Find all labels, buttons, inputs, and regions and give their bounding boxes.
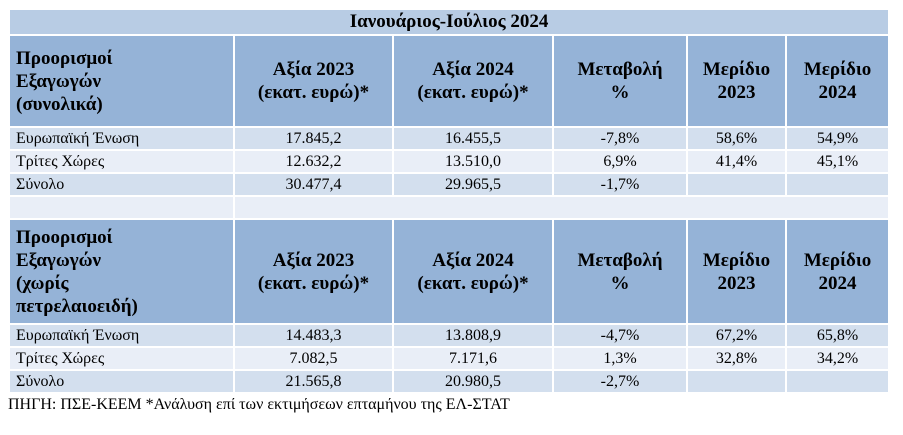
header-cell: Μερίδιο 2024: [784, 34, 891, 128]
header-cell: Μερίδιο 2023: [686, 218, 787, 325]
spacer-row: [8, 195, 891, 220]
row-label: Ευρωπαϊκή Ένωση: [8, 126, 235, 151]
spacer-cell: [8, 195, 235, 220]
data-cell: 7.171,6: [392, 346, 554, 371]
row-label: Τρίτες Χώρες: [8, 149, 235, 174]
data-cell: 65,8%: [784, 323, 891, 348]
table-title: Ιανουάριος-Ιούλιος 2024: [7, 8, 891, 36]
data-row: Ευρωπαϊκή Ένωση 14.483,3 13.808,9 -4,7% 67,2…: [8, 323, 891, 348]
header-cell: Προορισμοί Εξαγωγών (συνολικά): [8, 34, 235, 128]
data-row: Σύνολο 21.565,8 20.980,5 -2,7%: [8, 369, 891, 394]
data-cell: [686, 172, 787, 197]
title-row: Ιανουάριος-Ιούλιος 2024: [7, 8, 891, 36]
data-cell: 67,2%: [686, 323, 787, 348]
data-cell: [784, 369, 891, 394]
page: Ιανουάριος-Ιούλιος 2024 Προορισμοί Εξαγω…: [7, 8, 891, 414]
data-cell: -4,7%: [552, 323, 688, 348]
data-cell: 17.845,2: [233, 126, 394, 151]
export-table: Ιανουάριος-Ιούλιος 2024 Προορισμοί Εξαγω…: [7, 8, 891, 394]
data-cell: 12.632,2: [233, 149, 394, 174]
data-cell: 58,6%: [686, 126, 787, 151]
data-cell: 20.980,5: [392, 369, 554, 394]
spacer-cell: [232, 195, 891, 220]
row-label: Σύνολο: [8, 369, 235, 394]
header-cell: Προορισμοί Εξαγωγών (χωρίς πετρελαιοειδή…: [8, 218, 235, 325]
data-row: Τρίτες Χώρες 12.632,2 13.510,0 6,9% 41,4% 45,…: [8, 149, 891, 174]
header-cell: Μεταβολή %: [552, 34, 688, 128]
row-label: Σύνολο: [8, 172, 235, 197]
header-cell: Αξία 2023 (εκατ. ευρώ)*: [233, 218, 394, 325]
data-cell: 45,1%: [784, 149, 891, 174]
data-cell: 13.808,9: [392, 323, 554, 348]
header-cell: Αξία 2023 (εκατ. ευρώ)*: [233, 34, 394, 128]
header-row: Προορισμοί Εξαγωγών (χωρίς πετρελαιοειδή…: [8, 218, 891, 325]
data-cell: 21.565,8: [233, 369, 394, 394]
header-cell: Μερίδιο 2023: [686, 34, 787, 128]
data-cell: 1,3%: [552, 346, 688, 371]
data-cell: [686, 369, 787, 394]
row-label: Τρίτες Χώρες: [8, 346, 235, 371]
data-row: Ευρωπαϊκή Ένωση 17.845,2 16.455,5 -7,8% 58,6…: [8, 126, 891, 151]
header-row: Προορισμοί Εξαγωγών (συνολικά) Αξία 2023 …: [8, 34, 891, 128]
data-cell: -1,7%: [552, 172, 688, 197]
data-cell: 13.510,0: [392, 149, 554, 174]
header-cell: Αξία 2024 (εκατ. ευρώ)*: [392, 34, 554, 128]
data-cell: 29.965,5: [392, 172, 554, 197]
row-label: Ευρωπαϊκή Ένωση: [8, 323, 235, 348]
data-cell: 14.483,3: [233, 323, 394, 348]
header-cell: Μερίδιο 2024: [784, 218, 891, 325]
source-note: ΠΗΓΗ: ΠΣΕ-ΚΕΕΜ *Ανάλυση επί των εκτιμήσε…: [8, 396, 510, 413]
data-row: Σύνολο 30.477,4 29.965,5 -1,7%: [8, 172, 891, 197]
header-cell: Μεταβολή %: [552, 218, 688, 325]
data-row: Τρίτες Χώρες 7.082,5 7.171,6 1,3% 32,8% 34,2%: [8, 346, 891, 371]
data-cell: 16.455,5: [392, 126, 554, 151]
data-cell: 6,9%: [552, 149, 688, 174]
data-cell: 32,8%: [686, 346, 787, 371]
data-cell: [784, 172, 891, 197]
data-cell: 41,4%: [686, 149, 787, 174]
data-cell: 7.082,5: [233, 346, 394, 371]
data-cell: 30.477,4: [233, 172, 394, 197]
data-cell: -7,8%: [552, 126, 688, 151]
header-cell: Αξία 2024 (εκατ. ευρώ)*: [392, 218, 554, 325]
data-cell: 54,9%: [784, 126, 891, 151]
data-cell: 34,2%: [784, 346, 891, 371]
data-cell: -2,7%: [552, 369, 688, 394]
